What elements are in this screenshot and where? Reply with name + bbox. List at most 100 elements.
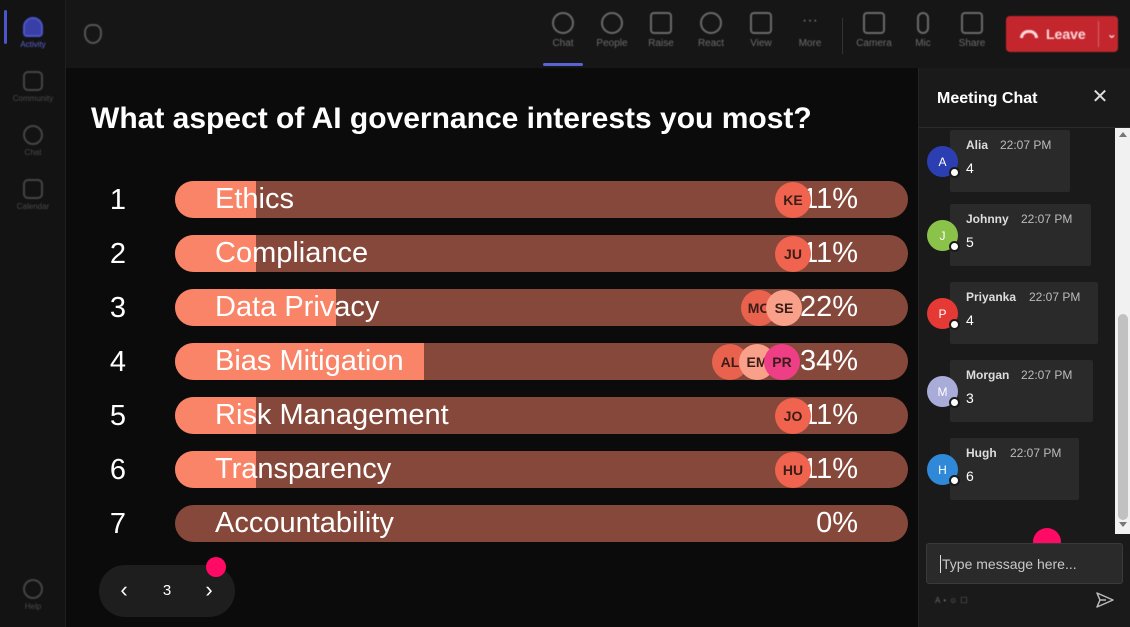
raise-button-label: Raise xyxy=(648,38,674,49)
leave-split-divider xyxy=(1097,21,1099,47)
chat-sender-name: Morgan xyxy=(966,368,1010,382)
view-button[interactable]: View xyxy=(735,12,787,60)
scroll-up-arrow-icon[interactable] xyxy=(1119,132,1127,137)
camera-button[interactable]: Camera xyxy=(848,12,900,60)
more-dots-icon: ··· xyxy=(802,12,818,29)
chat-message-bubble: Morgan 22:07 PM 3 xyxy=(950,360,1093,422)
poll-option-row: 5 11% JO Risk Management xyxy=(66,397,918,435)
poll-result-fill xyxy=(175,235,256,272)
chat-message: Hugh 22:07 PM 6 H xyxy=(919,438,1115,500)
voter-avatar: JU xyxy=(775,236,811,272)
share-icon xyxy=(961,12,983,34)
poll-option-row: 4 34% AL EM PR Bias Mitigation xyxy=(66,343,918,381)
share-button[interactable]: Share xyxy=(946,12,998,60)
app-rail: Activity Community Chat Calendar Help xyxy=(0,0,66,627)
people-button-label: People xyxy=(596,38,628,49)
rail-item-calendar[interactable]: Calendar xyxy=(0,170,66,220)
chat-message: Priyanka 22:07 PM 4 P xyxy=(919,282,1115,344)
send-icon[interactable] xyxy=(1095,590,1115,610)
gif-icon[interactable]: ☐ xyxy=(960,596,971,605)
grid-icon xyxy=(750,12,772,34)
voter-avatar: KE xyxy=(775,182,811,218)
rail-item-chat[interactable]: Chat xyxy=(0,116,66,166)
raise-hand-button[interactable]: Raise xyxy=(635,12,687,60)
more-button[interactable]: ··· More xyxy=(784,12,836,60)
poll-result-bar: 11% KE xyxy=(175,181,908,218)
format-icon[interactable]: A xyxy=(935,596,944,605)
meeting-chat-panel: Meeting Chat ✕ Alia 22:07 PM 4 A Johnny 22:07… xyxy=(918,68,1130,627)
chat-button-label: Chat xyxy=(552,38,574,49)
chat-message: Morgan 22:07 PM 3 M xyxy=(919,360,1115,422)
poll-result-fill xyxy=(175,181,256,218)
toolbar-divider xyxy=(842,18,843,54)
people-button[interactable]: People xyxy=(586,12,638,60)
presence-status-icon xyxy=(949,319,960,330)
poll-result-bar: 0% xyxy=(175,505,908,542)
chat-message-text: 5 xyxy=(966,234,974,250)
poll-option-percent: 11% xyxy=(802,237,858,269)
poll-option-percent: 0% xyxy=(816,507,858,539)
shield-icon xyxy=(84,24,102,44)
hand-icon xyxy=(650,12,672,34)
poll-result-fill xyxy=(175,451,256,488)
poll-option-label: Risk Management xyxy=(215,399,449,431)
attach-icon[interactable]: • xyxy=(943,596,950,605)
poll-option-number: 4 xyxy=(109,346,127,378)
smiley-icon xyxy=(700,12,722,34)
rail-active-indicator xyxy=(4,10,7,44)
cursor-marker-dot xyxy=(206,557,226,577)
next-page-button[interactable]: › xyxy=(205,577,213,602)
chat-timestamp: 22:07 PM xyxy=(1010,446,1062,460)
chat-message-bubble: Alia 22:07 PM 4 xyxy=(950,130,1070,192)
previous-page-button[interactable]: ‹ xyxy=(120,577,128,602)
rail-item-help[interactable]: Help xyxy=(0,570,66,620)
page-number: 3 xyxy=(162,582,172,599)
poll-option-label: Compliance xyxy=(215,237,369,269)
format-tools[interactable]: A•☺☐ xyxy=(935,596,971,605)
chat-sender-name: Johnny xyxy=(966,212,1009,226)
chat-message: Alia 22:07 PM 4 A xyxy=(919,130,1115,192)
rail-item-label: Calendar xyxy=(16,202,50,211)
poll-result-bar: 22% MO SE xyxy=(175,289,908,326)
chat-message-list: Alia 22:07 PM 4 A Johnny 22:07 PM 5 J Priyanka 22… xyxy=(919,128,1115,534)
chat-message-input[interactable] xyxy=(926,543,1123,584)
rail-item-label: Community xyxy=(12,94,54,103)
chat-timestamp: 22:07 PM xyxy=(1021,368,1073,382)
chat-message-text: 6 xyxy=(966,468,974,484)
chat-header-divider xyxy=(919,127,1130,128)
chat-message-bubble: Priyanka 22:07 PM 4 xyxy=(950,282,1098,344)
poll-option-label: Data Privacy xyxy=(215,291,380,323)
scrollbar-thumb[interactable] xyxy=(1118,314,1128,520)
leave-button[interactable]: Leave ⌄ xyxy=(1006,16,1118,52)
poll-results-panel: What aspect of AI governance interests y… xyxy=(66,68,918,627)
chat-icon xyxy=(23,125,43,145)
chat-button[interactable]: Chat xyxy=(537,12,589,60)
poll-option-number: 5 xyxy=(109,400,127,432)
chat-icon xyxy=(552,12,574,34)
poll-option-row: 1 11% KE Ethics xyxy=(66,181,918,219)
voter-avatar: JO xyxy=(775,398,811,434)
poll-option-label: Accountability xyxy=(215,507,394,539)
chat-scrollbar[interactable] xyxy=(1115,128,1130,534)
emoji-icon[interactable]: ☺ xyxy=(949,596,961,605)
scroll-down-arrow-icon[interactable] xyxy=(1119,522,1127,527)
people-icon xyxy=(601,12,623,34)
rail-item-label: Activity xyxy=(20,40,46,49)
close-icon[interactable]: ✕ xyxy=(1091,86,1109,108)
chat-message-text: 4 xyxy=(966,312,974,328)
avatar[interactable]: H xyxy=(927,454,958,485)
poll-result-bar: 34% AL EM PR xyxy=(175,343,908,380)
rail-item-activity[interactable]: Activity xyxy=(0,8,66,58)
poll-result-bar: 11% JO xyxy=(175,397,908,434)
poll-option-number: 7 xyxy=(109,508,127,540)
mic-button[interactable]: Mic xyxy=(897,12,949,60)
chat-message-text: 4 xyxy=(966,160,974,176)
poll-option-number: 2 xyxy=(109,238,127,270)
rail-item-community[interactable]: Community xyxy=(0,62,66,112)
leave-button-label: Leave xyxy=(1046,26,1086,42)
chevron-down-icon[interactable]: ⌄ xyxy=(1106,27,1117,41)
chat-timestamp: 22:07 PM xyxy=(1000,138,1052,152)
poll-option-number: 3 xyxy=(109,292,127,324)
presence-status-icon xyxy=(949,475,960,486)
react-button[interactable]: React xyxy=(685,12,737,60)
